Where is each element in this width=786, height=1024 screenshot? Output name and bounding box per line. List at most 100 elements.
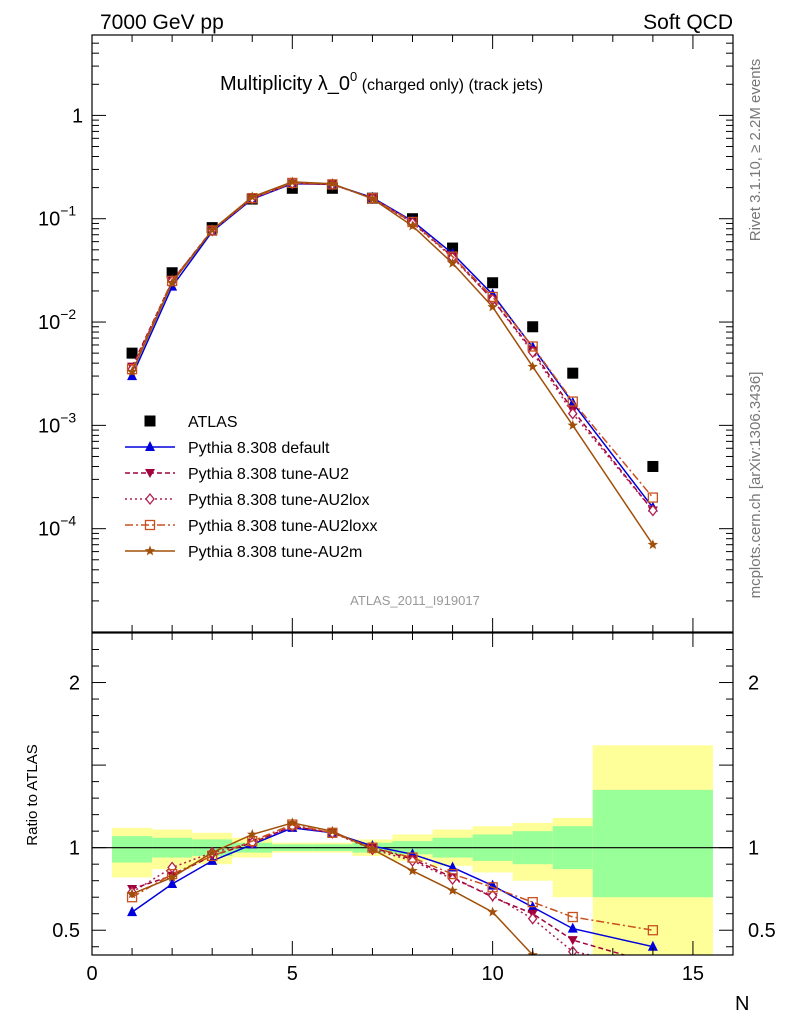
ratio-ylabel: Ratio to ATLAS (24, 744, 41, 845)
ratio-point-au2m (447, 885, 458, 895)
analysis-tag: ATLAS_2011_I919017 (350, 593, 480, 608)
ratio-point-au2 (648, 959, 658, 968)
main-y-tick-base: 10 (38, 519, 60, 541)
header-right: Soft QCD (643, 11, 733, 34)
legend-label-default: Pythia 8.308 default (188, 440, 330, 457)
band-green (112, 836, 153, 863)
ratio-point-au2lox (487, 889, 498, 902)
main-point-au2lox (567, 407, 578, 420)
main-point-data (166, 267, 178, 279)
ratio-y-tick-label-left: 0.5 (52, 920, 80, 942)
main-point-data (647, 460, 659, 472)
ratio-point-au2 (567, 936, 578, 946)
ratio-point-au2m (367, 843, 378, 854)
ratio-point-au2m (247, 829, 258, 839)
legend-label-au2lox: Pythia 8.308 tune-AU2lox (188, 492, 369, 509)
main-panel-data (126, 176, 659, 550)
x-tick-label: 0 (86, 963, 97, 985)
x-tick-label: 15 (682, 963, 704, 985)
main-point-au2m (166, 277, 178, 288)
band-green (592, 789, 713, 898)
main-y-tick-label: 1 (72, 105, 83, 127)
main-point-au2m (567, 419, 578, 430)
main-point-au2m (126, 366, 138, 377)
ratio-point-au2m (166, 871, 178, 882)
main-y-tick-exp: −2 (60, 306, 76, 322)
x-axis-label: N (735, 993, 749, 1015)
main-point-au2m (247, 191, 258, 202)
main-point-au2loxx (487, 291, 498, 303)
ratio-point-au2lox (527, 912, 538, 925)
main-y-tick-label: 10−4 (38, 513, 76, 541)
ratio-point-au2loxx (407, 852, 418, 863)
main-point-au2m (407, 220, 418, 231)
legend-marker-default (145, 441, 155, 451)
main-point-data (567, 367, 579, 379)
ratio-y-tick-label-right: 0.5 (748, 920, 776, 942)
main-point-au2loxx (166, 275, 178, 287)
main-line-au2m (131, 181, 654, 546)
legend-marker-au2loxx (144, 519, 156, 531)
header-left: 7000 GeV pp (100, 11, 224, 34)
ratio-y-tick-label-right: 2 (748, 673, 759, 695)
main-y-tick-label: 10−3 (38, 409, 76, 437)
ratio-point-au2m (126, 888, 138, 899)
ratio-point-au2m (207, 847, 218, 858)
legend: ATLAS Pythia 8.308 default Pythia 8.308 tu… (125, 414, 377, 561)
ratio-point-au2loxx (647, 925, 659, 936)
main-point-au2loxx (567, 396, 578, 407)
main-frame (91, 34, 734, 633)
plot-title: Multiplicity λ_00 (charged only) (track … (220, 69, 543, 95)
main-point-au2m (487, 301, 498, 312)
ratio-point-default (127, 906, 138, 917)
main-point-au2m (527, 361, 538, 372)
x-tick-label: 10 (482, 963, 504, 985)
x-tick-label: 5 (287, 963, 298, 985)
ratio-y-tick-label-left: 2 (69, 673, 80, 695)
main-y-tick-exp: −4 (60, 513, 76, 529)
side-text-mcplots: mcplots.cern.ch [arXiv:1306.3436] (747, 372, 764, 599)
ratio-point-au2loxx (447, 868, 458, 880)
main-point-au2m (207, 224, 218, 235)
ratio-point-au2loxx (487, 882, 498, 893)
ratio-point-au2m (407, 865, 418, 876)
legend-label-au2: Pythia 8.308 tune-AU2 (188, 466, 349, 483)
legend-marker-au2 (145, 469, 155, 478)
main-point-au2lox (648, 504, 658, 517)
main-y-tick-label: 10−1 (38, 203, 76, 231)
main-y-tick-label: 10−2 (38, 306, 76, 334)
main-point-data (126, 347, 138, 359)
main-point-data (527, 321, 539, 333)
ratio-point-au2loxx (567, 911, 578, 923)
ratio-y-tick-label-right: 1 (748, 838, 759, 860)
ratio-panel-data (92, 817, 733, 1001)
main-y-tick-exp: −3 (60, 409, 76, 425)
legend-marker-au2lox (145, 492, 155, 506)
main-y-tick-exp: −1 (60, 203, 76, 219)
main-point-au2m (647, 539, 659, 550)
main-point-au2loxx (527, 341, 538, 352)
main-y-tick-base: 10 (38, 312, 60, 334)
ratio-point-au2lox (649, 962, 657, 972)
ratio-point-default (647, 940, 658, 951)
ratio-point-au2m (487, 906, 498, 917)
legend-label-au2loxx: Pythia 8.308 tune-AU2loxx (188, 518, 377, 535)
ratio-point-default (567, 922, 578, 933)
main-y-tick-base: 1 (72, 105, 83, 127)
main-point-au2m (287, 176, 298, 187)
main-point-au2m (447, 257, 458, 268)
side-text-rivet: Rivet 3.1.10, ≥ 2.2M events (747, 59, 764, 242)
ratio-point-default (167, 877, 178, 888)
main-point-au2loxx (647, 492, 659, 503)
ratio-point-au2m (327, 825, 338, 836)
title-sup: 0 (350, 69, 357, 84)
legend-marker-au2m (144, 545, 156, 556)
title-main: Multiplicity λ_0 (220, 73, 350, 95)
main-y-tick-base: 10 (38, 415, 60, 437)
main-point-data (487, 277, 499, 289)
ratio-point-au2m (648, 991, 659, 1001)
main-point-au2m (367, 193, 378, 204)
title-rest: (charged only) (track jets) (357, 77, 543, 94)
